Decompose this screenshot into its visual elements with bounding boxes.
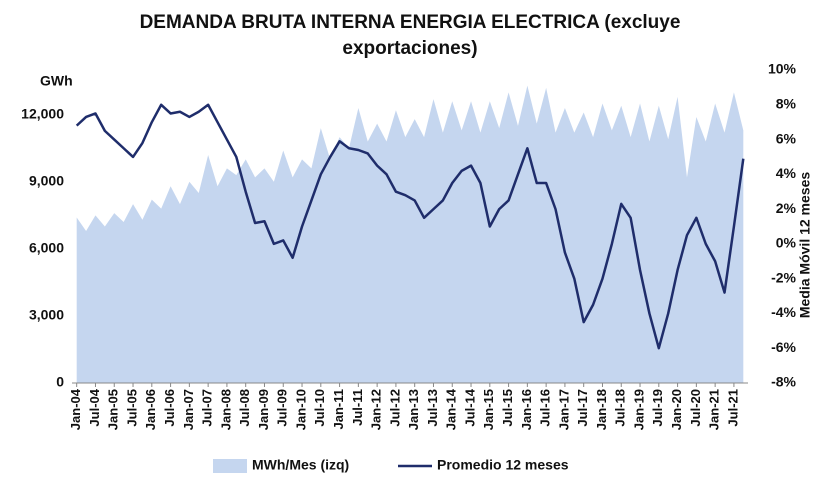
x-tick-label: Jul-08 [237, 389, 252, 427]
x-tick-label: Jul-15 [500, 389, 515, 427]
y2-tick-label: 4% [776, 165, 797, 181]
y2-tick-label: 10% [768, 61, 797, 77]
x-tick-label: Jul-14 [462, 388, 477, 426]
legend-label: MWh/Mes (izq) [252, 457, 349, 473]
x-tick-label: Jul-09 [275, 389, 290, 427]
x-tick-label: Jul-16 [538, 389, 553, 427]
x-tick-label: Jan-06 [143, 389, 158, 430]
x-tick-label: Jul-19 [650, 389, 665, 427]
y2-tick-label: -4% [771, 304, 796, 320]
y-tick-label: 6,000 [29, 240, 64, 256]
x-tick-label: Jan-17 [556, 389, 571, 430]
x-tick-label: Jan-16 [519, 389, 534, 430]
x-tick-label: Jul-20 [688, 389, 703, 427]
x-tick-label: Jul-21 [725, 389, 740, 427]
x-tick-label: Jul-12 [387, 389, 402, 427]
x-tick-label: Jan-15 [481, 389, 496, 430]
x-tick-label: Jan-19 [631, 389, 646, 430]
x-tick-label: Jul-18 [613, 389, 628, 427]
x-tick-label: Jan-20 [669, 389, 684, 430]
y-axis-label: GWh [40, 73, 73, 89]
x-tick-label: Jul-17 [575, 389, 590, 427]
chart-title: DEMANDA BRUTA INTERNA ENERGIA ELECTRICA … [139, 12, 681, 59]
line-series [75, 103, 745, 350]
x-tick-label: Jan-10 [293, 389, 308, 430]
x-tick-label: Jul-06 [162, 389, 177, 427]
x-tick-label: Jul-05 [124, 389, 139, 427]
y2-tick-label: 6% [776, 130, 797, 146]
x-tick-label: Jan-05 [106, 389, 121, 430]
y2-tick-label: -2% [771, 269, 796, 285]
x-tick-label: Jul-04 [87, 388, 102, 426]
x-tick-label: Jan-12 [369, 389, 384, 430]
legend-label: Promedio 12 meses [437, 457, 569, 473]
y-tick-label: 0 [56, 374, 64, 390]
y2-axis-label: Media Móvil 12 meses [797, 172, 813, 319]
y-tick-label: 3,000 [29, 307, 64, 323]
y2-tick-label: -8% [771, 374, 796, 390]
x-tick-label: Jul-11 [350, 389, 365, 426]
x-tick-label: Jul-10 [312, 389, 327, 427]
x-tick-label: Jul-13 [425, 389, 440, 427]
y-tick-label: 9,000 [29, 172, 64, 188]
x-tick-label: Jan-14 [444, 388, 459, 430]
y2-tick-label: 8% [776, 95, 797, 111]
x-tick-label: Jan-09 [256, 389, 271, 430]
x-tick-label: Jan-11 [331, 389, 346, 429]
legend-swatch [213, 459, 247, 473]
y2-tick-label: 0% [776, 235, 797, 251]
x-tick-label: Jan-13 [406, 389, 421, 430]
area-series [76, 85, 744, 384]
y2-tick-label: 2% [776, 200, 797, 216]
x-tick-label: Jan-04 [68, 388, 83, 430]
x-tick-label: Jan-21 [707, 389, 722, 430]
y-tick-label: 12,000 [21, 105, 64, 121]
y2-tick-label: -6% [771, 339, 796, 355]
x-tick-label: Jan-08 [218, 389, 233, 430]
x-tick-label: Jan-07 [181, 389, 196, 430]
x-tick-label: Jan-18 [594, 389, 609, 430]
x-tick-label: Jul-07 [200, 389, 215, 427]
